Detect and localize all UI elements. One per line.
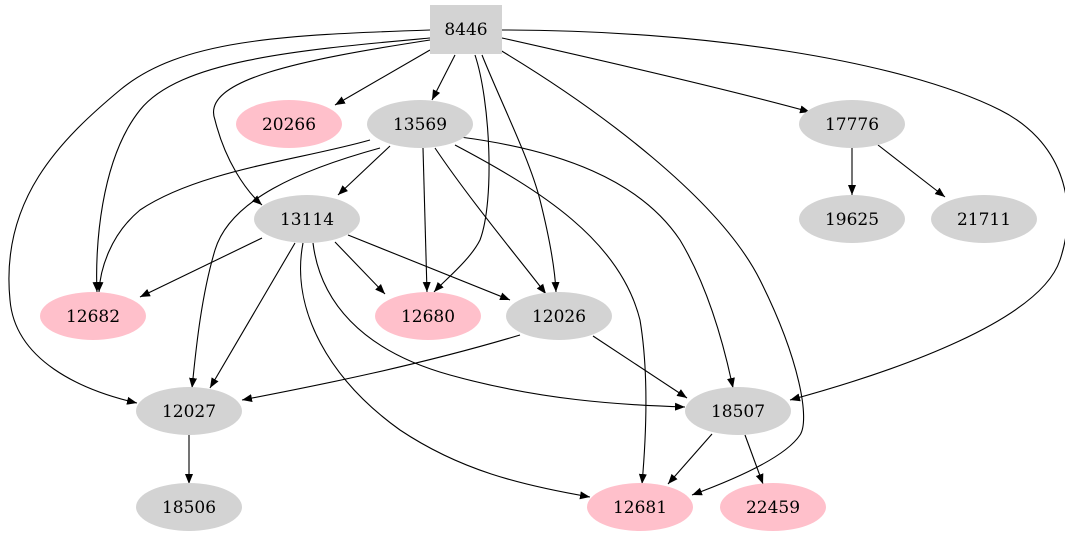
node-shape [931,195,1037,243]
node-shape [236,100,342,148]
node-8446[interactable]: 8446 [430,5,502,54]
node-12680[interactable]: 12680 [375,292,481,340]
node-label: 18507 [711,402,765,422]
node-label: 19625 [825,210,879,230]
edge-8446-18507 [501,29,1065,402]
node-13114[interactable]: 13114 [254,195,360,243]
node-shape [40,292,146,340]
node-shape [136,387,242,435]
node-20266[interactable]: 20266 [236,100,342,148]
node-shape [799,100,905,148]
edge-18507-22459 [744,434,764,485]
node-22459[interactable]: 22459 [720,483,826,531]
edge-8446-12027 [8,29,431,405]
edge-13569-12680 [422,147,431,293]
edge-8446-12026 [481,54,560,293]
edge-12026-12027 [241,334,521,403]
node-label: 12680 [401,307,455,327]
node-label: 20266 [262,115,316,135]
node-label: 12682 [66,307,120,327]
edge-13114-12682 [139,237,263,298]
edge-13569-12681 [454,144,647,485]
node-label: 12681 [613,498,667,518]
node-13569[interactable]: 13569 [367,100,473,148]
edge-13114-12681 [300,242,591,500]
edge-8446-17776 [501,37,811,114]
node-21711[interactable]: 21711 [931,195,1037,243]
edge-13114-12680 [334,241,386,295]
node-shape [136,483,242,531]
node-label: 18506 [162,498,216,518]
node-label: 13114 [280,210,334,230]
node-shape [799,195,905,243]
node-label: 12027 [162,402,216,422]
node-12681[interactable]: 12681 [587,483,693,531]
node-shape [367,100,473,148]
edge-13569-12682 [95,139,371,293]
edge-8446-13114 [212,39,431,206]
node-12026[interactable]: 12026 [506,292,612,340]
node-shape [506,292,612,340]
edge-8446-12681 [499,49,805,496]
node-label: 8446 [444,20,487,40]
node-label: 22459 [746,498,800,518]
node-18506[interactable]: 18506 [136,483,242,531]
edge-13569-12027 [189,147,381,389]
node-shape [587,483,693,531]
node-shape [430,5,502,54]
edge-17776-21711 [877,144,946,198]
node-label: 12026 [532,307,586,327]
node-19625[interactable]: 19625 [799,195,905,243]
edge-8446-20266 [334,49,431,106]
edge-13114-18507 [312,242,686,411]
edge-8446-13569 [431,54,456,101]
node-shape [720,483,826,531]
node-12027[interactable]: 12027 [136,387,242,435]
edge-13569-18507 [459,136,735,389]
node-12682[interactable]: 12682 [40,292,146,340]
edge-13114-12027 [209,242,296,389]
edge-8446-12682 [92,37,431,293]
edge-13114-12026 [347,234,511,301]
edge-8446-12680 [433,54,490,293]
node-label: 13569 [393,115,447,135]
node-label: 17776 [825,115,879,135]
edge-18507-12681 [667,433,713,485]
node-shape [685,387,791,435]
edge-13569-13114 [337,145,391,196]
node-shape [254,195,360,243]
edge-12026-18507 [592,335,688,399]
edge-13569-12026 [434,147,547,295]
node-label: 21711 [957,210,1011,230]
node-18507[interactable]: 18507 [685,387,791,435]
node-shape [375,292,481,340]
node-17776[interactable]: 17776 [799,100,905,148]
